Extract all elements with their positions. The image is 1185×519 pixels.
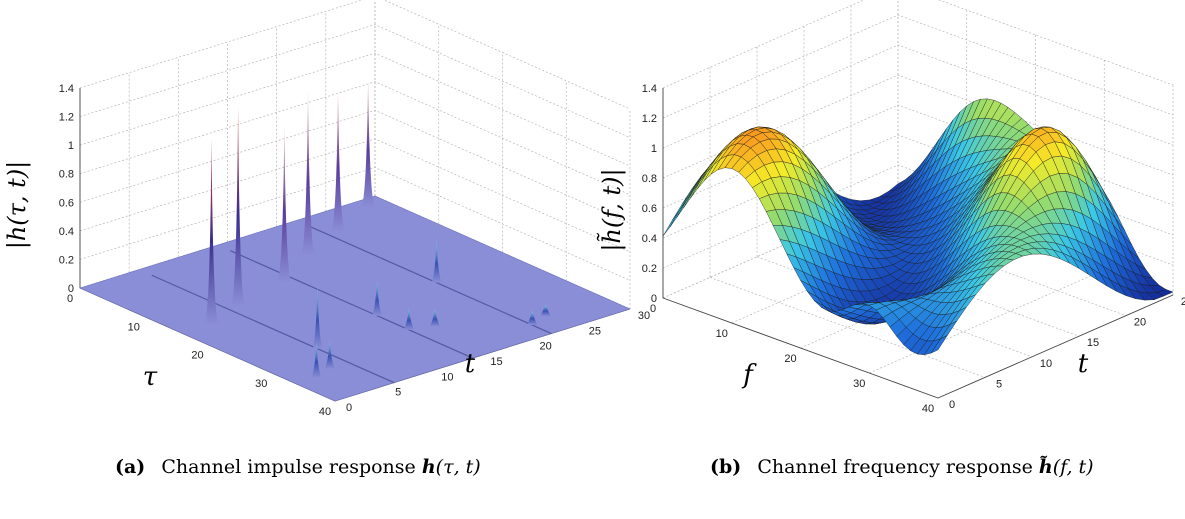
a-y-axis-label: t bbox=[465, 349, 476, 379]
b-grid-floor-y bbox=[709, 277, 986, 378]
b-z-axis-label: |h̃(f, t)| bbox=[597, 168, 627, 251]
a-z-tick-label: 0.8 bbox=[59, 169, 74, 181]
a-x-tick-label: 10 bbox=[128, 321, 140, 333]
caption-a-panel: (a) bbox=[115, 456, 146, 478]
a-x-tick-label: 20 bbox=[191, 350, 203, 362]
a-peak bbox=[361, 79, 376, 208]
a-floor-ridge bbox=[151, 274, 395, 384]
a-peak bbox=[324, 340, 335, 369]
a-z-tick-label: 1 bbox=[68, 140, 74, 152]
a-peak bbox=[540, 304, 551, 317]
panel-b-frequency-response-plot: 0 10 20 30 40 0 5 10 15 20 25 0 0.2 0.4 0.6 0.8 1 1.2 1.4 f… bbox=[597, 0, 1185, 415]
a-y-tick-label: 25 bbox=[589, 325, 601, 337]
b-grid-z-level bbox=[662, 14, 1174, 119]
b-z-tick-label: 0 bbox=[651, 293, 657, 305]
caption-a: (a) Channel impulse response h(τ, t) bbox=[115, 456, 481, 478]
a-peak bbox=[331, 88, 346, 232]
b-z-tick-label: 0.2 bbox=[642, 263, 657, 275]
a-grid-z-level bbox=[79, 52, 631, 167]
a-y-tick-label: 5 bbox=[395, 387, 401, 399]
caption-b: (b) Channel frequency response h̃(f, t) bbox=[710, 456, 1094, 478]
a-grid-z-level bbox=[79, 138, 631, 253]
b-z-tick-label: 0.6 bbox=[642, 203, 657, 215]
b-z-tick-label: 0.4 bbox=[642, 233, 657, 245]
a-peak bbox=[204, 138, 219, 324]
a-peak bbox=[403, 308, 414, 330]
a-y-tick-label: 30 bbox=[638, 310, 650, 322]
b-y-tick-label: 15 bbox=[1087, 337, 1099, 349]
b-surface bbox=[662, 98, 1174, 356]
a-y-tick-label: 10 bbox=[441, 371, 453, 383]
caption-a-text: Channel impulse response bbox=[161, 456, 416, 478]
b-surface-patch bbox=[690, 172, 707, 199]
a-peak bbox=[301, 91, 315, 256]
b-z-tick-label: 1.4 bbox=[642, 83, 657, 95]
b-y-axis-label: t bbox=[1078, 349, 1089, 379]
caption-a-args: (τ, t) bbox=[435, 456, 481, 478]
a-x-tick-label: 40 bbox=[319, 406, 331, 418]
a-floor-ridge bbox=[308, 225, 552, 335]
a-z-tick-label: 0.4 bbox=[59, 226, 74, 238]
b-axes bbox=[662, 88, 1174, 399]
a-grid-z-level bbox=[79, 0, 631, 110]
a-grid-z-level bbox=[79, 81, 631, 196]
a-peak bbox=[372, 279, 383, 316]
b-grid-z-level bbox=[662, 0, 1174, 89]
b-x-axis bbox=[662, 297, 939, 399]
b-grid-z-level bbox=[662, 164, 1174, 269]
a-z-tick-label: 0.2 bbox=[59, 254, 74, 266]
b-y-tick-label: 0 bbox=[949, 399, 955, 411]
a-y-tick-label: 15 bbox=[490, 356, 502, 368]
b-grid-floor-x bbox=[869, 269, 1105, 374]
a-z-tick-label: 0.6 bbox=[59, 197, 74, 209]
a-floor-ridge bbox=[230, 250, 473, 359]
a-y-tick-label: 0 bbox=[346, 402, 352, 414]
a-peak bbox=[231, 106, 246, 307]
caption-b-text: Channel frequency response bbox=[757, 456, 1033, 478]
a-peak bbox=[431, 239, 442, 283]
b-y-tick-label: 25 bbox=[1181, 296, 1185, 308]
a-grid-z-level bbox=[79, 24, 631, 138]
a-grid-z-level bbox=[79, 167, 631, 281]
b-x-tick-label: 20 bbox=[784, 353, 796, 365]
b-x-tick-label: 30 bbox=[853, 378, 865, 390]
a-z-tick-label: 1.4 bbox=[59, 83, 74, 95]
b-surface-patch bbox=[697, 164, 714, 189]
b-y-tick-label: 20 bbox=[1134, 317, 1146, 329]
b-grid-z-level bbox=[662, 134, 1174, 239]
caption-b-panel: (b) bbox=[710, 456, 742, 478]
b-grid-z-level bbox=[662, 44, 1174, 149]
caption-b-math: h̃ bbox=[1038, 456, 1053, 478]
b-surface-patch bbox=[930, 334, 948, 354]
a-peak bbox=[277, 124, 292, 283]
a-peak bbox=[311, 342, 322, 378]
a-surface-floor bbox=[79, 195, 631, 402]
b-z-tick-label: 0.8 bbox=[642, 173, 657, 185]
a-peak bbox=[312, 284, 323, 349]
b-y-tick-label: 5 bbox=[996, 378, 1002, 390]
caption-b-args: (f, t) bbox=[1052, 456, 1094, 478]
b-z-tick-label: 1 bbox=[651, 143, 657, 155]
a-grid-z-level bbox=[79, 109, 631, 224]
a-z-axis-label: |h(τ, t)| bbox=[3, 161, 32, 250]
caption-a-math: h bbox=[421, 456, 436, 478]
b-z-tick-label: 1.2 bbox=[642, 113, 657, 125]
a-z-tick-label: 0 bbox=[68, 283, 74, 295]
b-x-tick-label: 0 bbox=[650, 303, 656, 315]
b-x-axis-label: f bbox=[741, 360, 757, 390]
b-y-axis bbox=[937, 294, 1174, 399]
a-x-axis-label: τ bbox=[143, 362, 158, 392]
a-y-tick-label: 20 bbox=[540, 341, 552, 353]
a-x-tick-label: 0 bbox=[67, 293, 73, 305]
b-x-tick-label: 40 bbox=[922, 403, 934, 415]
b-surface-patch bbox=[662, 210, 680, 237]
a-peak bbox=[429, 309, 440, 327]
a-z-tick-label: 1.2 bbox=[59, 112, 74, 124]
a-peak bbox=[527, 310, 538, 326]
a-x-tick-label: 30 bbox=[255, 378, 267, 390]
panel-a-impulse-response-plot: 0 10 20 30 40 0 5 10 15 20 25 30 0 0.2 0.4 0.6 0.8 1 1.2 1.… bbox=[3, 0, 650, 418]
b-y-tick-label: 10 bbox=[1040, 358, 1052, 370]
b-x-tick-label: 10 bbox=[716, 328, 728, 340]
